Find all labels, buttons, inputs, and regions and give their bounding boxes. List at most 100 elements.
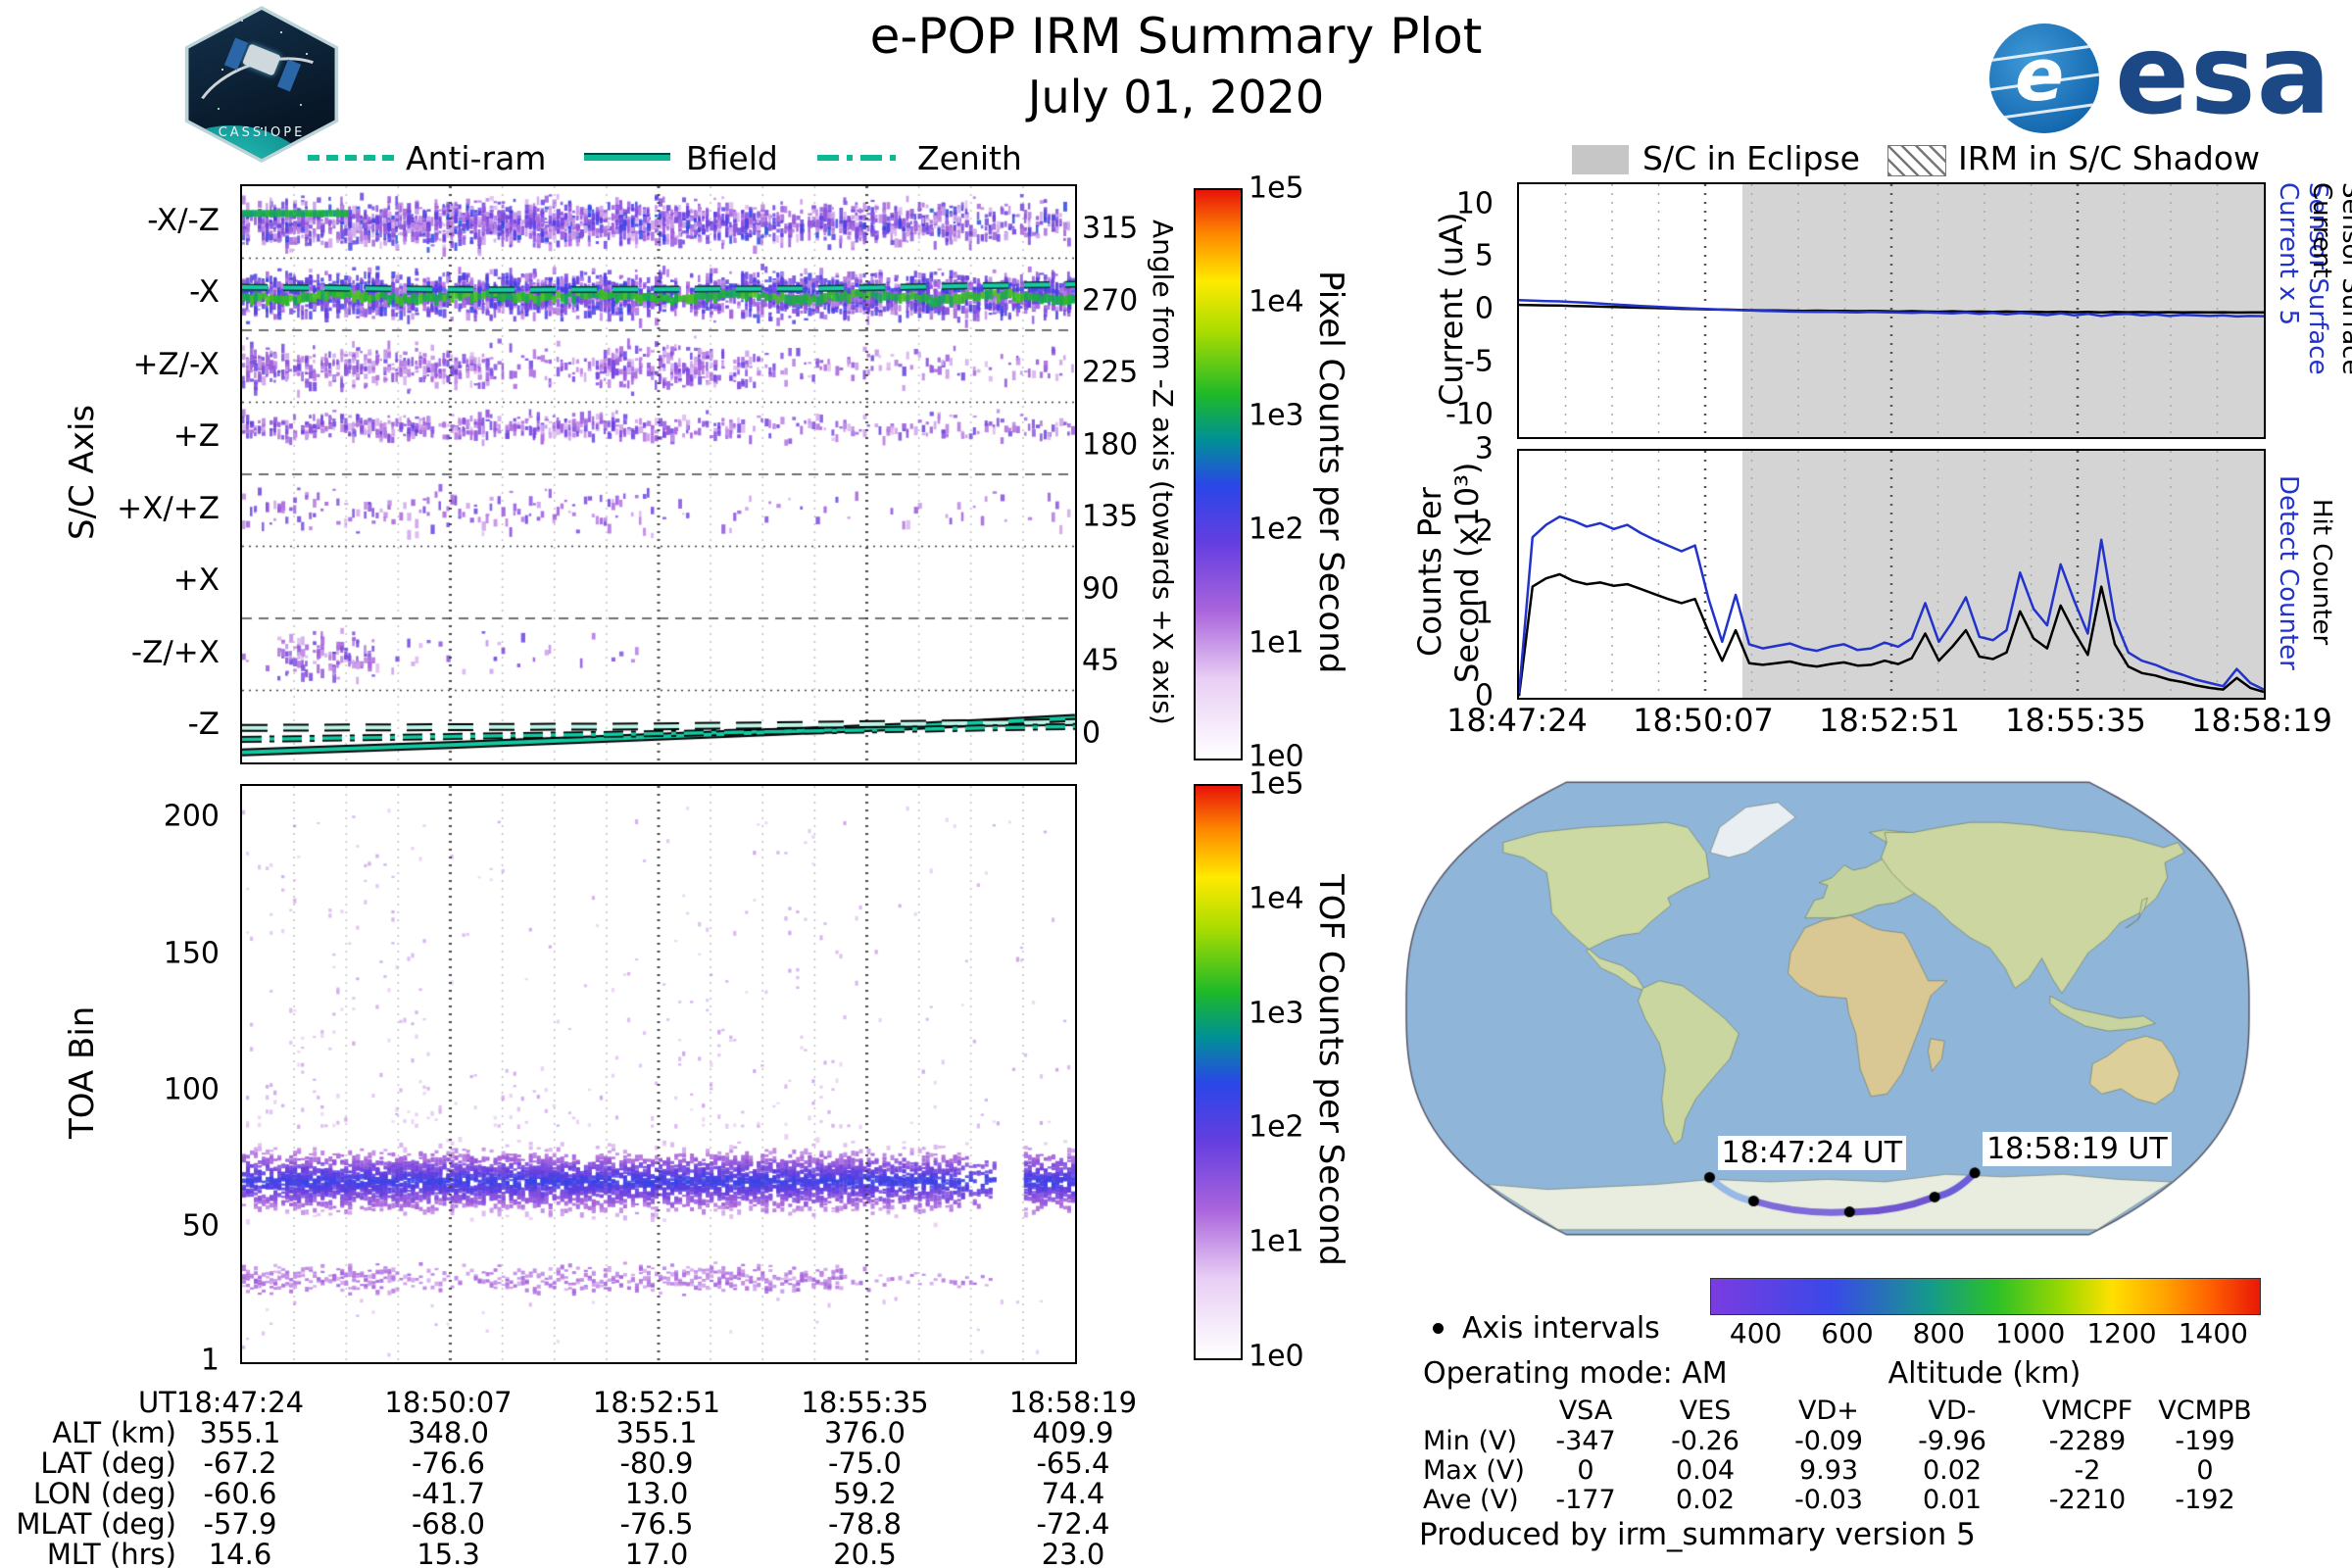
angle-tick-label: 180 (1082, 427, 1139, 462)
legend-bfield-label: Bfield (686, 139, 778, 177)
counts-right-label-black: Hit Counter (2307, 499, 2336, 646)
toa-ytick-label: 1 (200, 1343, 220, 1378)
ephemeris-cell: 14.6 (208, 1538, 272, 1568)
ephemeris-cell: -68.0 (411, 1507, 486, 1541)
voltage-cell: 0.02 (1922, 1455, 1983, 1486)
voltage-cell: -192 (2175, 1485, 2235, 1515)
ephemeris-cell: 409.9 (1032, 1416, 1114, 1449)
voltage-cell: 0.01 (1922, 1485, 1983, 1515)
world-map-ground-track (1402, 770, 2253, 1247)
eclipse-swatch (1572, 145, 1629, 174)
voltage-cell: -9.96 (1918, 1426, 1986, 1456)
legend-shadow-label: IRM in S/C Shadow (1958, 139, 2261, 177)
voltage-cell: 0 (1577, 1455, 1594, 1486)
ephemeris-cell: 17.0 (624, 1538, 689, 1568)
ephemeris-row-label: MLT (hrs) (46, 1538, 176, 1568)
sc-axis-band-labels: -X/-Z -X +Z/-X +Z +X/+Z +X -Z/+X -Z (27, 184, 229, 760)
ephemeris-cell: -76.5 (619, 1507, 694, 1541)
voltage-cell: -2 (2074, 1455, 2101, 1486)
current-ytick-label: 5 (1474, 238, 1494, 273)
colorbar-tick-label: 1e0 (1249, 739, 1304, 774)
altitude-colorbar (1710, 1278, 2261, 1315)
altitude-bar-label: Altitude (km) (1887, 1356, 2082, 1391)
angle-tick-label: 225 (1082, 355, 1139, 390)
band-label: -Z/+X (130, 634, 220, 670)
esa-globe-icon: e (1989, 24, 2099, 133)
counts-right-label-blue: Detect Counter (2274, 474, 2303, 670)
current-ytick-label: -5 (1464, 344, 1494, 379)
toa-axis-ticks: 200 150 100 50 1 (127, 784, 229, 1378)
angle-tick-label: 135 (1082, 499, 1139, 534)
track-start-time-label: 18:47:24 UT (1717, 1136, 1907, 1171)
current-plot (1517, 182, 2266, 439)
angle-tick-label: 90 (1082, 571, 1120, 606)
eclipse-region (1742, 451, 2264, 698)
right-time-tick-label: 18:58:19 (2191, 702, 2332, 739)
ephemeris-cell: 13.0 (624, 1477, 689, 1510)
voltage-column-header: VES (1679, 1396, 1732, 1426)
ephemeris-cell: 59.2 (833, 1477, 897, 1510)
ephemeris-cell: -72.4 (1036, 1507, 1110, 1541)
angle-axis-ticks: 315 270 225 180 135 90 45 0 (1082, 184, 1152, 760)
current-ytick-label: 10 (1455, 186, 1494, 220)
band-label: +X/+Z (117, 490, 220, 526)
voltage-cell: -177 (1555, 1485, 1616, 1515)
voltage-cell: 0 (2196, 1455, 2214, 1486)
voltage-cell: -2289 (2048, 1426, 2127, 1456)
ephemeris-cell: 18:55:35 (801, 1386, 929, 1419)
colorbar-tick-label: 1e2 (1249, 512, 1304, 547)
legend-anti-ram-label: Anti-ram (406, 139, 547, 177)
counts-plot (1517, 449, 2266, 700)
ephemeris-cell: 355.1 (615, 1416, 698, 1449)
voltage-cell: -0.09 (1794, 1426, 1863, 1456)
toa-bin-ylabel: TOA Bin (63, 1005, 102, 1139)
pixel-colorbar-label: Pixel Counts per Second (1311, 270, 1350, 674)
counts-ytick-label: 1 (1474, 596, 1494, 631)
right-time-tick-label: 18:50:07 (1633, 702, 1774, 739)
voltage-cell: -347 (1555, 1426, 1616, 1456)
altitude-tick-label: 400 (1729, 1317, 1783, 1349)
ephemeris-cell: -80.9 (619, 1446, 694, 1480)
toa-ytick-label: 200 (163, 799, 220, 834)
page-date: July 01, 2020 (1027, 71, 1325, 123)
axis-interval-dot-icon (1433, 1323, 1444, 1334)
voltage-column-header: VCMPB (2158, 1396, 2252, 1426)
right-time-tick-label: 18:55:35 (2005, 702, 2146, 739)
ephemeris-cell: -57.9 (203, 1507, 277, 1541)
angle-tick-label: 45 (1082, 643, 1120, 678)
esa-logo: e esa (1989, 12, 2342, 143)
toa-ytick-label: 150 (163, 936, 220, 971)
tof-colorbar-ticks: 1e5 1e4 1e3 1e2 1e1 1e0 (1249, 767, 1317, 1374)
voltage-column-header: VD+ (1798, 1396, 1859, 1426)
anti-ram-line-sample (308, 155, 394, 161)
ephemeris-cell: 355.1 (199, 1416, 281, 1449)
voltage-column-header: VMCPF (2041, 1396, 2133, 1426)
current-right-label-blue: Sensor Surface Current x 5 (2274, 182, 2332, 375)
altitude-tick-label: 800 (1912, 1317, 1966, 1349)
ephemeris-cell: 20.5 (833, 1538, 897, 1568)
esa-wordmark: esa (2115, 12, 2332, 139)
colorbar-tick-label: 1e4 (1249, 881, 1304, 916)
colorbar-tick-label: 1e5 (1249, 766, 1304, 802)
ephemeris-cell: -67.2 (203, 1446, 277, 1480)
voltage-cell: 9.93 (1798, 1455, 1859, 1486)
ephemeris-cell: 74.4 (1041, 1477, 1105, 1510)
ephemeris-cell: -65.4 (1036, 1446, 1110, 1480)
ephemeris-cell: -75.0 (827, 1446, 903, 1480)
band-label: +Z (172, 418, 220, 455)
zenith-line-sample (817, 155, 904, 161)
shadow-hatch-swatch (1887, 145, 1946, 176)
cassiope-mission-patch: CASSIOPE (178, 6, 345, 163)
altitude-tick-label: 1000 (1995, 1317, 2066, 1349)
series-hit-counter (1519, 572, 2264, 697)
band-label: -X/-Z (147, 202, 220, 238)
voltage-column-header: VSA (1558, 1396, 1613, 1426)
angle-tick-label: 315 (1082, 211, 1139, 246)
tof-colorbar-label: TOF Counts per Second (1311, 874, 1350, 1266)
counts-ytick-label: 2 (1474, 514, 1494, 549)
series-sensor-surface-current-x-5 (1519, 299, 2264, 318)
produced-by-label: Produced by irm_summary version 5 (1419, 1517, 1976, 1552)
colorbar-tick-label: 1e4 (1249, 284, 1304, 319)
voltage-cell: 0.04 (1675, 1455, 1736, 1486)
